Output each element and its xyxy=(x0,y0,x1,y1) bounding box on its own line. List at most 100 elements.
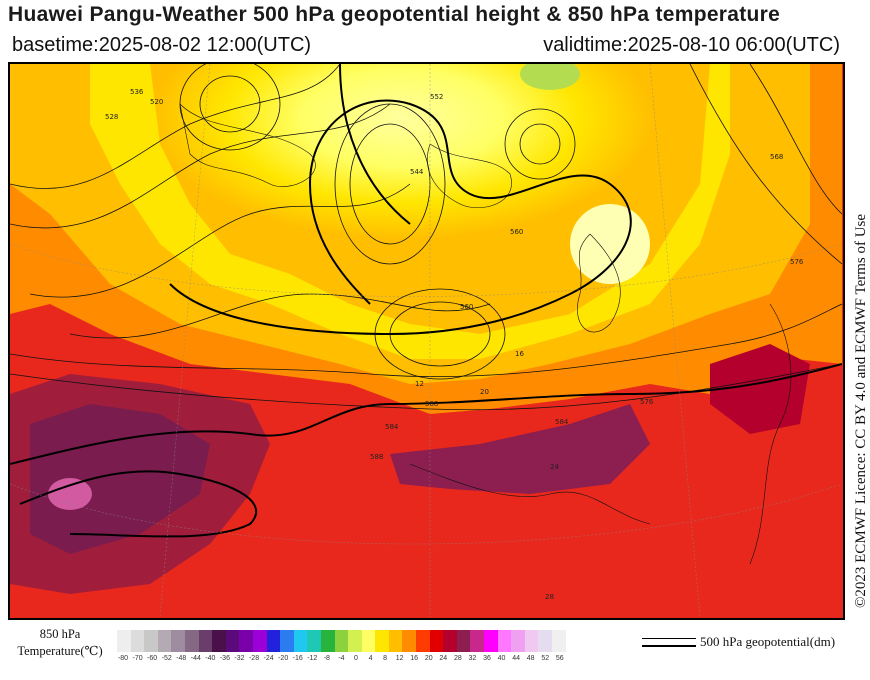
colorbar-tick-label: 12 xyxy=(395,655,404,662)
colorbar-swatch xyxy=(361,630,376,652)
colorbar-swatch xyxy=(307,630,321,652)
colorbar-swatch xyxy=(320,630,335,652)
temperature-legend-label: 850 hPa Temperature(℃) xyxy=(10,626,110,660)
thin-contour-sample xyxy=(642,638,696,639)
weather-map[interactable]: 552 560 568 576 584 588 544 536 520 528 … xyxy=(8,62,845,620)
contour-label: 24 xyxy=(550,463,559,471)
pale-yellow-core xyxy=(150,64,710,334)
temperature-colorbar xyxy=(117,630,566,652)
colorbar-swatch xyxy=(375,630,389,652)
extreme-hot-spot xyxy=(48,478,92,510)
colorbar-tick-label: 56 xyxy=(555,655,564,662)
hot-region-central xyxy=(390,404,650,494)
contour-label: 576 xyxy=(640,398,654,406)
colorbar-tick-label: -28 xyxy=(248,655,260,662)
colorbar-tick-label: 4 xyxy=(368,655,373,662)
contour-label: 544 xyxy=(410,168,424,176)
colorbar-tick-label: 48 xyxy=(526,655,535,662)
colorbar-tick-label: 40 xyxy=(497,655,506,662)
map-canvas: 552 560 568 576 584 588 544 536 520 528 … xyxy=(10,64,842,617)
colorbar-swatch xyxy=(456,630,471,652)
colorbar-swatch xyxy=(429,630,444,652)
colorbar-tick-label: -36 xyxy=(219,655,230,662)
colorbar-swatch xyxy=(157,630,172,652)
contour-label: 584 xyxy=(555,418,569,426)
contour-label: 20 xyxy=(480,388,489,396)
colorbar-swatch xyxy=(538,630,552,652)
map-title: Huawei Pangu-Weather 500 hPa geopotentia… xyxy=(8,3,781,26)
colorbar-swatch xyxy=(293,630,308,652)
graticule xyxy=(10,64,842,617)
colorbar-tick-label: -44 xyxy=(190,655,201,662)
colorbar-tick-label: -24 xyxy=(263,655,274,662)
validtime-label: validtime:2025-08-10 06:00(UTC) xyxy=(543,34,840,56)
colorbar-swatch xyxy=(402,630,417,652)
contour-label-group: 552 560 568 576 584 588 544 536 520 528 … xyxy=(105,88,804,601)
thick-contour-sample xyxy=(642,645,696,647)
colorbar-swatch xyxy=(388,630,403,652)
colorbar-tick-label: 20 xyxy=(424,655,433,662)
colorbar-swatch xyxy=(497,630,512,652)
colorbar-swatch xyxy=(171,630,185,652)
colorbar-swatch xyxy=(348,630,362,652)
colorbar-swatch xyxy=(280,630,294,652)
colorbar-tick-label: -20 xyxy=(278,655,289,662)
colorbar-swatch xyxy=(524,630,539,652)
contour-label: 560 xyxy=(510,228,523,236)
colorbar-tick-label: -60 xyxy=(147,655,158,662)
contour-label: 584 xyxy=(385,423,399,431)
contour-label: 552 xyxy=(430,93,443,101)
colorbar-tick-label: 28 xyxy=(453,655,462,662)
contour-label: 28 xyxy=(545,593,554,601)
colorbar-swatch xyxy=(184,630,199,652)
colorbar-swatch xyxy=(334,630,349,652)
colorbar-swatch xyxy=(144,630,158,652)
colorbar-tick-label: 52 xyxy=(541,655,550,662)
colorbar-swatch xyxy=(117,630,131,652)
contour-label: 560 xyxy=(460,303,473,311)
colorbar-swatch xyxy=(552,630,566,652)
contour-label: 16 xyxy=(515,350,524,358)
very-hot-core-west xyxy=(30,404,210,554)
geopotential-contours-thick xyxy=(10,64,842,538)
green-cool-patch xyxy=(520,64,580,90)
colorbar-tick-label: 36 xyxy=(483,655,491,662)
contour-label: 12 xyxy=(415,380,424,388)
colorbar-tick-label: -8 xyxy=(323,655,330,662)
colorbar-tick-label: 8 xyxy=(383,655,388,662)
colorbar-swatch xyxy=(198,630,213,652)
colorbar-tick-label: 24 xyxy=(439,655,448,662)
colorbar-swatch xyxy=(470,630,485,652)
colorbar-swatch xyxy=(511,630,525,652)
colorbar-tick-label: 16 xyxy=(410,655,419,662)
colorbar-tick-label: -40 xyxy=(205,655,216,662)
colorbar-swatch xyxy=(416,630,430,652)
contour-label: 568 xyxy=(770,153,783,161)
colorbar-tick-label: -80 xyxy=(117,655,129,662)
contour-label: 588 xyxy=(370,453,383,461)
basetime-label: basetime:2025-08-02 12:00(UTC) xyxy=(12,34,312,56)
colorbar-tick-label: 44 xyxy=(512,655,521,662)
colorbar-tick-label: -4 xyxy=(338,655,345,662)
colorbar-swatch xyxy=(225,630,240,652)
colorbar-swatch xyxy=(266,630,281,652)
contour-label: 520 xyxy=(150,98,163,106)
contour-label: 536 xyxy=(130,88,144,96)
colorbar-tick-label: -12 xyxy=(307,655,318,662)
contour-label: 588 xyxy=(425,400,438,408)
colorbar-swatch xyxy=(252,630,267,652)
colorbar-tick-label: 0 xyxy=(354,655,358,662)
temperature-legend-line1: 850 hPa xyxy=(39,627,81,641)
contour-label: 528 xyxy=(105,113,118,121)
license-credit: ©2023 ECMWF Licence: CC BY 4.0 and ECMWF… xyxy=(853,213,869,608)
colorbar-tick-label: -52 xyxy=(161,655,172,662)
colorbar-tick-label: 32 xyxy=(468,655,477,662)
colorbar-tick-label: -32 xyxy=(234,655,245,662)
colorbar-swatch xyxy=(239,630,253,652)
geopotential-legend-label: 500 hPa geopotential(dm) xyxy=(700,634,836,649)
contour-label: 576 xyxy=(790,258,804,266)
colorbar-tick-label: -16 xyxy=(292,655,303,662)
coastlines xyxy=(179,103,792,565)
geopotential-legend: 500 hPa geopotential(dm) xyxy=(640,634,865,656)
colorbar-swatch xyxy=(484,630,498,652)
